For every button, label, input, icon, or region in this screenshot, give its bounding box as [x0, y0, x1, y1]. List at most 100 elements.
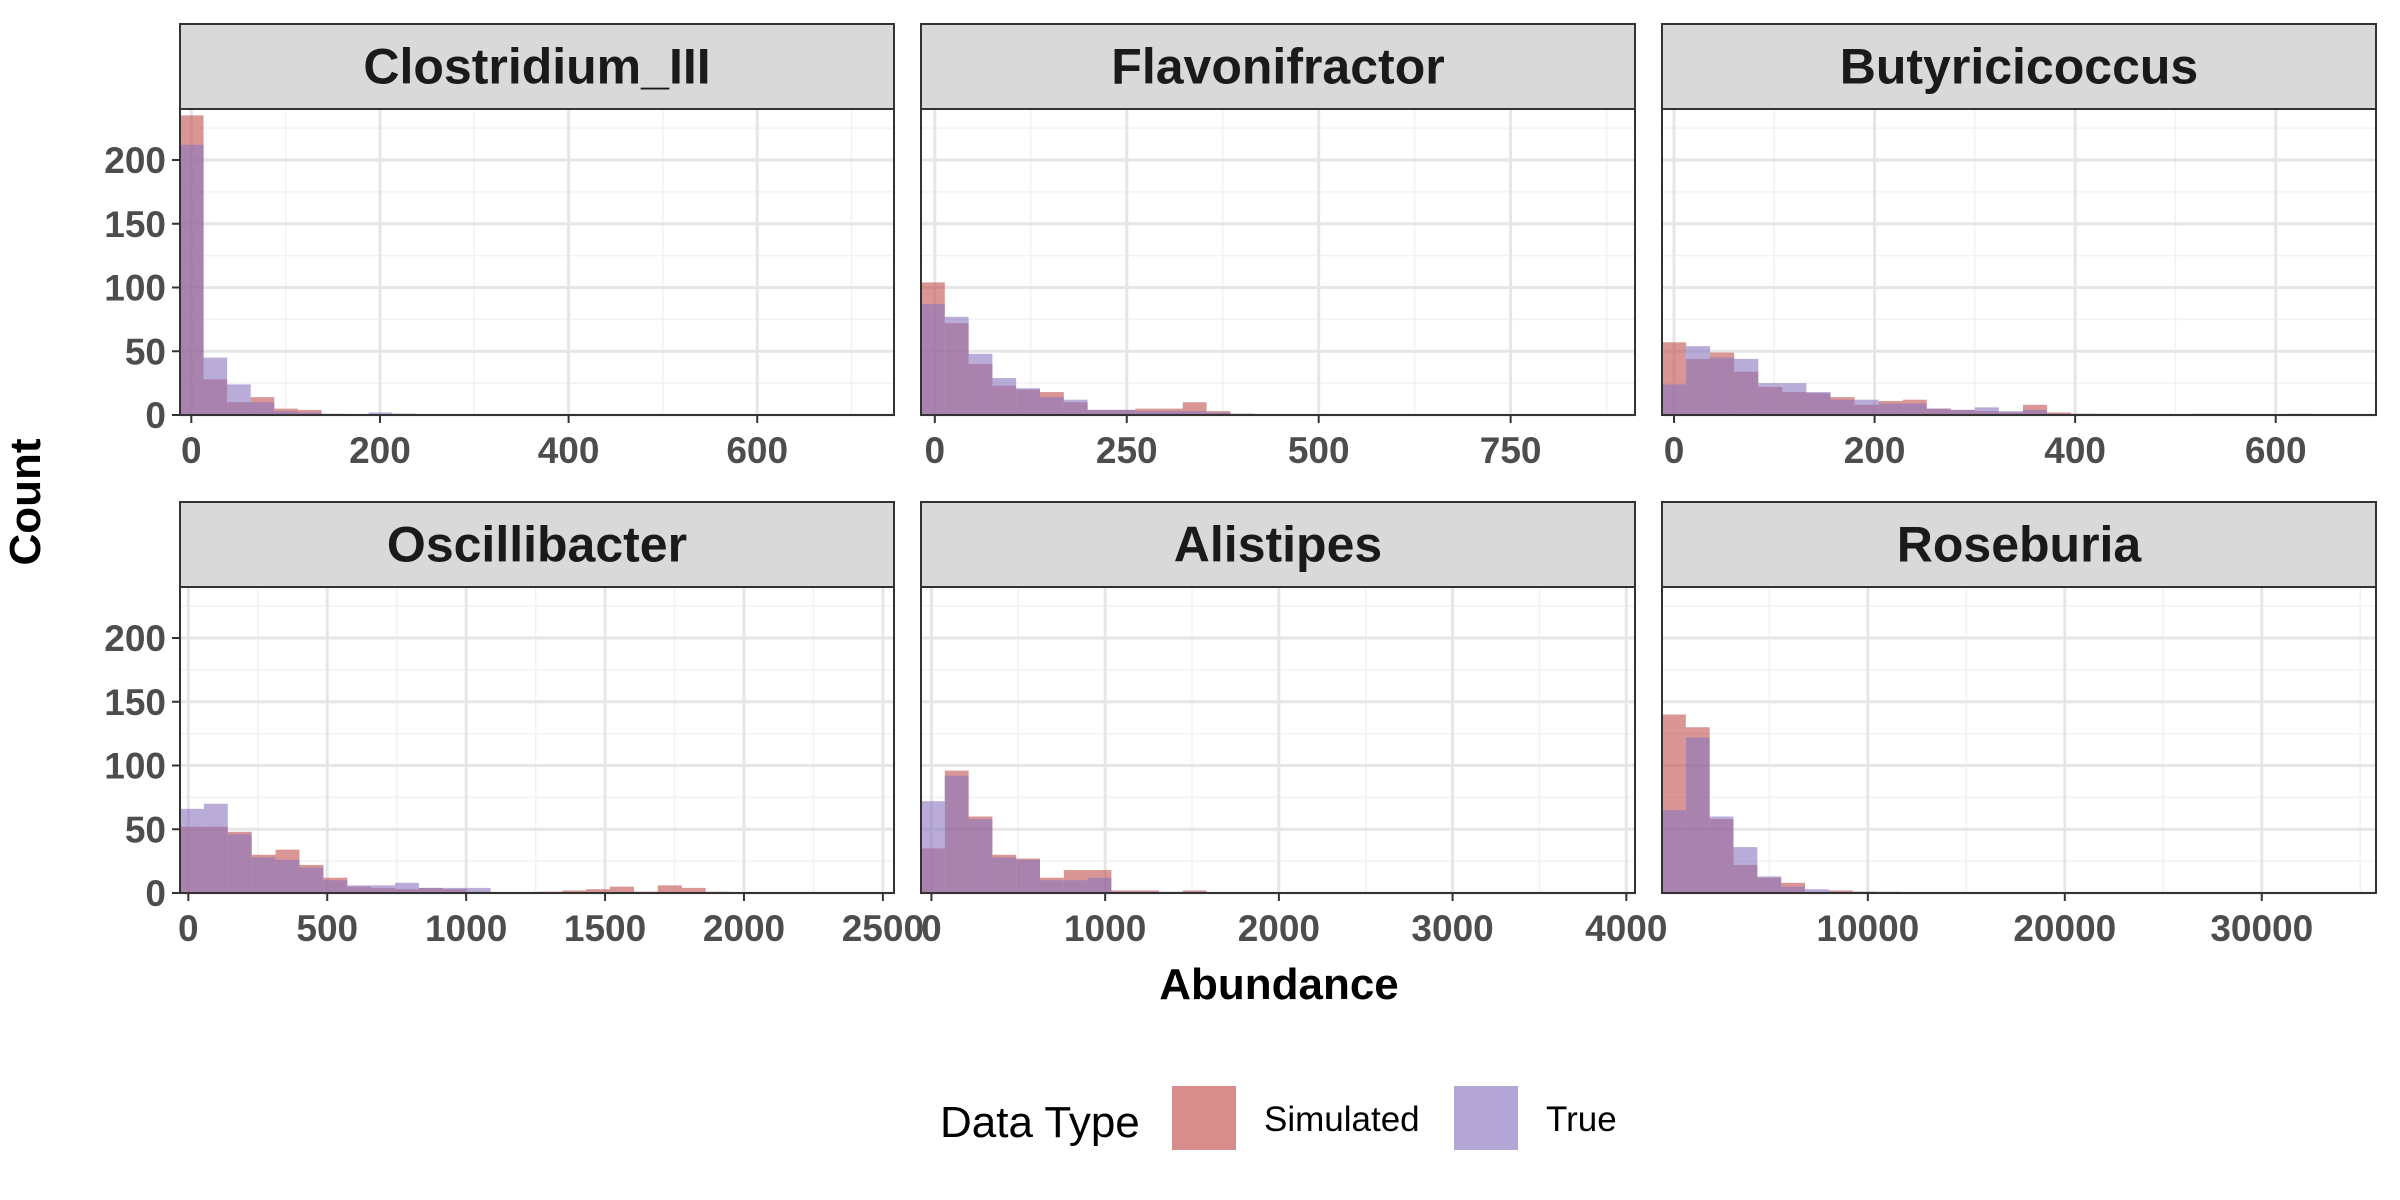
histogram-bar — [323, 880, 348, 893]
facet-strip — [920, 501, 1636, 588]
y-tick-label: 100 — [104, 268, 166, 309]
histogram-bar — [203, 357, 228, 415]
histogram-bar — [1854, 399, 1879, 415]
y-axis-label: Count — [1, 438, 50, 565]
histogram-bar — [297, 412, 322, 415]
histogram-bar — [1878, 403, 1903, 415]
histogram-bar — [1063, 880, 1088, 893]
histogram-bar — [944, 775, 969, 893]
y-tick-label: 150 — [104, 204, 166, 245]
histogram-bar — [1974, 407, 1999, 415]
x-tick-label: 0 — [181, 430, 202, 471]
y-tick-label: 150 — [104, 682, 166, 723]
histogram-bar — [610, 886, 634, 893]
x-tick-label: 2000 — [1238, 908, 1320, 949]
histogram-bar — [1685, 737, 1710, 893]
legend-swatch-simulated — [1172, 1086, 1236, 1150]
histogram-bar — [1758, 383, 1783, 415]
histogram-bar — [1830, 399, 1855, 415]
histogram-bar — [1206, 412, 1231, 415]
histogram-bar — [1733, 847, 1758, 893]
plot-area — [921, 109, 1635, 415]
histogram-bar — [657, 885, 682, 893]
x-tick-label: 0 — [1664, 430, 1685, 471]
x-tick-label: 30000 — [2210, 908, 2313, 949]
y-tick-label: 100 — [104, 746, 166, 787]
facet-strip — [179, 501, 895, 588]
histogram-bar — [944, 316, 969, 415]
histogram-bar — [562, 890, 587, 893]
x-tick-label: 750 — [1480, 430, 1542, 471]
facet-strip — [179, 23, 895, 110]
histogram-bar — [180, 808, 204, 893]
histogram-bar — [250, 402, 275, 415]
y-tick-label: 200 — [104, 618, 166, 659]
histogram-bar — [1040, 880, 1064, 893]
histogram-bar — [1016, 859, 1040, 893]
histogram-bar — [1063, 399, 1088, 415]
histogram-bar — [1662, 810, 1686, 893]
x-tick-label: 400 — [538, 430, 600, 471]
facet-title: Oscillibacter — [387, 517, 687, 573]
facet-strip — [1661, 501, 2377, 588]
histogram-bar — [2023, 409, 2048, 415]
histogram-bar — [1926, 408, 1951, 415]
y-tick-label: 0 — [145, 395, 166, 436]
histogram-bar — [1111, 409, 1136, 415]
panels: Clostridium_III 0 200 400 600 0 50 100 150 200 Fla… — [104, 23, 2377, 949]
histogram-bar — [1998, 411, 2024, 415]
histogram-bar — [1016, 388, 1040, 415]
histogram-bar — [1734, 358, 1759, 415]
x-tick-label: 0 — [178, 908, 199, 949]
plot-area — [180, 587, 894, 893]
x-tick-label: 500 — [296, 908, 358, 949]
histogram-bar — [1804, 889, 1829, 893]
facet-title: Alistipes — [1174, 517, 1382, 573]
histogram-bar — [921, 801, 945, 893]
facet-panel: Flavonifractor 0 250 500 750 — [920, 23, 1636, 471]
x-tick-label: 2500 — [842, 908, 924, 949]
histogram-bar — [1902, 403, 1927, 415]
histogram-bar — [251, 857, 276, 893]
histogram-bar — [203, 803, 228, 893]
x-tick-label: 600 — [726, 430, 788, 471]
y-tick-label: 50 — [125, 331, 166, 372]
legend-swatch-true — [1454, 1086, 1518, 1150]
x-axis-label: Abundance — [1159, 960, 1399, 1009]
plot-area — [1662, 109, 2376, 415]
histogram-bar — [275, 859, 300, 893]
histogram-bar — [1782, 383, 1807, 415]
facet-strip — [1661, 23, 2377, 110]
x-tick-label: 600 — [2245, 430, 2307, 471]
facet-panel: Butyricicoccus 0 200 400 600 — [1661, 23, 2377, 471]
facet-title: Butyricicoccus — [1840, 39, 2198, 95]
x-tick-label: 0 — [925, 430, 946, 471]
facet-panel: Oscillibacter 0 500 1000 1500 2000 2500 0 50 100 1… — [104, 501, 924, 949]
y-tick-label: 0 — [145, 873, 166, 914]
histogram-bar — [442, 887, 467, 893]
histogram-bar — [418, 887, 443, 893]
histogram-bar — [371, 885, 396, 893]
facet-panel: Clostridium_III 0 200 400 600 0 50 100 150 200 — [104, 23, 895, 471]
histogram-bar — [1087, 409, 1112, 415]
x-tick-label: 3000 — [1411, 908, 1493, 949]
legend-label-true: True — [1546, 1100, 1617, 1139]
x-tick-label: 2000 — [703, 908, 785, 949]
histogram-bar — [227, 834, 252, 893]
histogram-bar — [1182, 411, 1207, 415]
histogram-bar — [1087, 877, 1112, 893]
x-tick-label: 0 — [921, 908, 942, 949]
histogram-bar — [1159, 411, 1183, 415]
histogram-bar — [1686, 346, 1711, 415]
histogram-bar — [1710, 357, 1735, 415]
legend-label-simulated: Simulated — [1264, 1100, 1420, 1139]
facet-strip — [920, 23, 1636, 110]
histogram-bar — [1135, 411, 1159, 415]
histogram-bar — [347, 885, 372, 893]
histogram-bar — [227, 384, 251, 415]
histogram-bar — [992, 378, 1017, 415]
histogram-bar — [180, 144, 204, 415]
x-tick-label: 200 — [1844, 430, 1906, 471]
histogram-bar — [968, 353, 993, 415]
